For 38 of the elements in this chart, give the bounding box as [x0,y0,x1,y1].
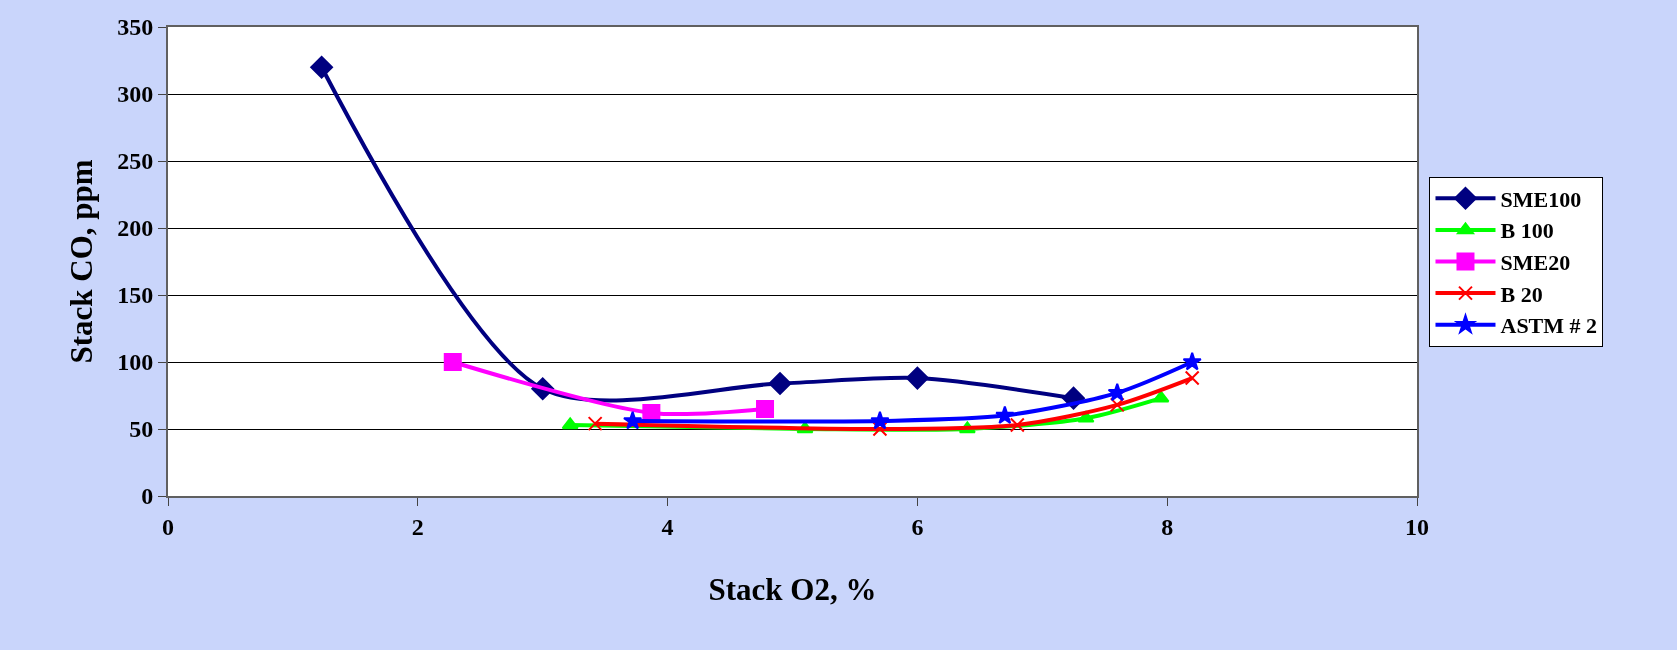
point [1109,397,1125,413]
y-axis-title: Stack CO, ppm [64,159,100,364]
x-tick-label: 10 [1405,513,1429,540]
y-tick-label: 100 [117,349,154,376]
x-tick-label: 6 [911,513,924,540]
x-tick-label: 2 [411,513,424,540]
y-tick-label: 0 [141,483,154,510]
y-tick-label: 200 [117,215,154,242]
x-tick-label: 8 [1161,513,1174,540]
y-tick-label: 250 [117,148,154,175]
point [995,405,1015,424]
x-axis-title: Stack O2, % [708,572,877,608]
y-tick-label: 300 [117,81,154,108]
point [622,410,643,430]
point [587,416,603,432]
legend-label: B 100 [1500,218,1554,244]
point [443,353,462,371]
x-tick-label: 0 [162,513,174,540]
point [1182,351,1202,371]
point [310,55,334,79]
point [870,410,890,430]
point [1152,390,1170,403]
point [872,421,888,437]
point [756,399,775,418]
y-tick-label: 150 [117,282,154,309]
legend-label: B 20 [1500,281,1543,307]
point [561,417,579,430]
x-tick-label: 4 [661,513,674,540]
y-tick-label: 50 [129,416,154,443]
point [1184,370,1200,386]
point [1009,417,1025,433]
legend-label: ASTM # 2 [1500,313,1598,339]
point [1107,382,1127,402]
legend-label: SME100 [1500,186,1582,212]
legend-label: SME20 [1500,250,1571,276]
y-tick-label: 350 [117,14,154,41]
point [768,372,792,395]
point [906,366,929,390]
